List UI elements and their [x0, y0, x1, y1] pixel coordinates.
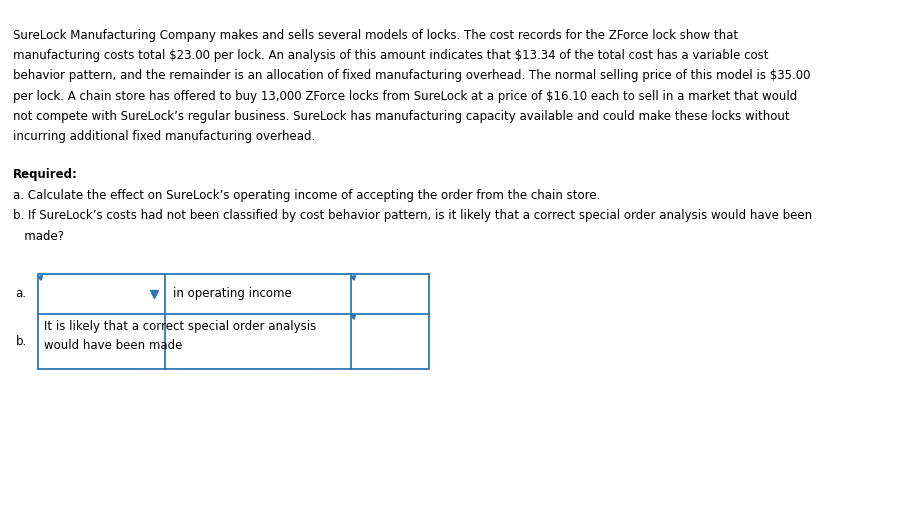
- Text: It is likely that a correct special order analysis: It is likely that a correct special orde…: [44, 320, 316, 333]
- Text: behavior pattern, and the remainder is an allocation of fixed manufacturing over: behavior pattern, and the remainder is a…: [13, 69, 810, 83]
- Text: made?: made?: [13, 229, 64, 243]
- Text: SureLock Manufacturing Company makes and sells several models of locks. The cost: SureLock Manufacturing Company makes and…: [13, 29, 738, 42]
- Bar: [38, 274, 429, 369]
- Text: b. If SureLock’s costs had not been classified by cost behavior pattern, is it l: b. If SureLock’s costs had not been clas…: [13, 209, 812, 223]
- Text: in operating income: in operating income: [173, 287, 291, 300]
- Text: a.: a.: [15, 287, 26, 300]
- Text: not compete with SureLock’s regular business. SureLock has manufacturing capacit: not compete with SureLock’s regular busi…: [13, 110, 789, 123]
- Text: would have been made: would have been made: [44, 339, 182, 352]
- Text: b.: b.: [15, 335, 26, 348]
- Text: Required:: Required:: [13, 168, 77, 181]
- Text: incurring additional fixed manufacturing overhead.: incurring additional fixed manufacturing…: [13, 130, 315, 143]
- Text: a. Calculate the effect on SureLock’s operating income of accepting the order fr: a. Calculate the effect on SureLock’s op…: [13, 189, 600, 202]
- Text: per lock. A chain store has offered to buy 13,000 ZForce locks from SureLock at : per lock. A chain store has offered to b…: [13, 90, 797, 103]
- Text: manufacturing costs total \$23.00 per lock. An analysis of this amount indicates: manufacturing costs total \$23.00 per lo…: [13, 49, 768, 63]
